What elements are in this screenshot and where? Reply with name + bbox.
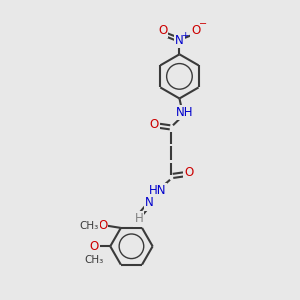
Text: O: O — [98, 219, 107, 232]
Text: O: O — [192, 24, 201, 37]
Text: +: + — [181, 31, 188, 40]
Text: HN: HN — [148, 184, 166, 197]
Text: O: O — [149, 118, 158, 131]
Text: O: O — [158, 24, 167, 37]
Text: NH: NH — [176, 106, 194, 119]
Text: N: N — [175, 34, 184, 47]
Text: H: H — [134, 212, 143, 225]
Text: −: − — [199, 19, 207, 29]
Text: O: O — [184, 167, 194, 179]
Text: N: N — [145, 196, 154, 209]
Text: CH₃: CH₃ — [84, 254, 104, 265]
Text: CH₃: CH₃ — [80, 220, 99, 231]
Text: O: O — [89, 240, 99, 253]
